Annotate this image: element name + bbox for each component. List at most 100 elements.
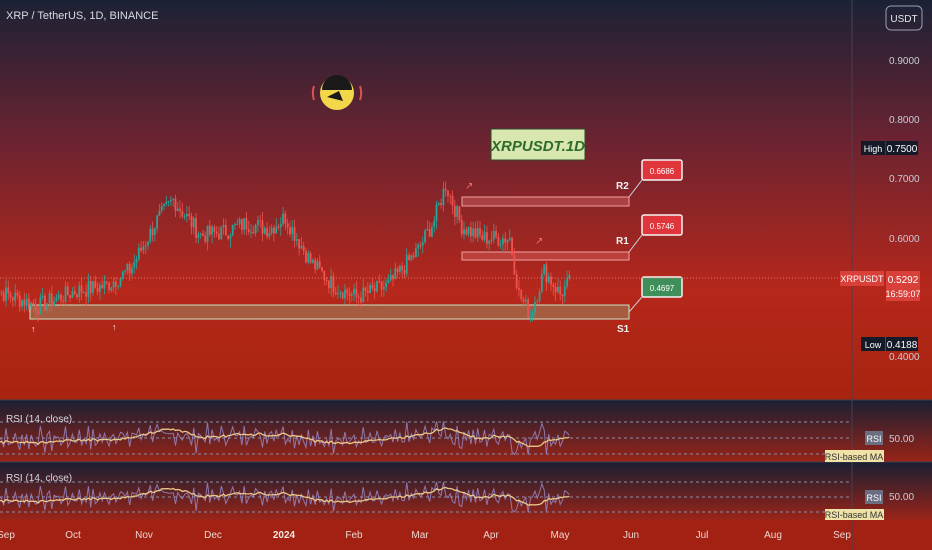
candle-body xyxy=(506,239,509,243)
candle-body xyxy=(82,292,85,294)
rsi-level: 50.00 xyxy=(889,492,914,503)
candle-body xyxy=(71,291,74,298)
candle-body xyxy=(369,284,372,293)
r2-zone[interactable] xyxy=(461,196,630,207)
candle-body xyxy=(481,234,484,240)
candle-body xyxy=(295,239,298,241)
candle-body xyxy=(53,301,55,307)
candle-body xyxy=(428,228,431,237)
high-tag-label: High xyxy=(864,144,883,154)
candle-body xyxy=(89,281,92,293)
candle-body xyxy=(243,218,246,230)
candle-body xyxy=(30,302,33,309)
candle-body xyxy=(137,247,140,260)
symbol-title: XRP / TetherUS, 1D, BINANCE xyxy=(6,10,158,22)
time-tick: May xyxy=(551,530,570,541)
candle-body xyxy=(515,274,518,288)
candle-body xyxy=(218,233,220,240)
candle-body xyxy=(144,245,147,247)
rsi-ma-badge: RSI-based MA xyxy=(825,510,884,520)
candle-body xyxy=(186,213,188,217)
candle-body xyxy=(346,289,349,294)
rsi-ma-badge-box xyxy=(825,509,884,520)
candle-body xyxy=(183,216,186,218)
candle-body xyxy=(547,276,550,283)
candle-body xyxy=(133,262,136,268)
candle-body xyxy=(158,210,161,216)
candle-body xyxy=(527,299,530,318)
candle-body xyxy=(238,219,241,224)
candle-body xyxy=(559,286,562,295)
r1-value-box[interactable] xyxy=(641,214,683,236)
rsi-title: RSI (14, close) xyxy=(6,414,72,425)
currency-button[interactable] xyxy=(885,5,923,31)
candle-body xyxy=(421,242,424,246)
candle-body xyxy=(268,233,271,237)
candle-body xyxy=(78,285,81,298)
symbol-label-text: XRPUSDT.1D xyxy=(490,138,585,155)
candle-body xyxy=(169,199,172,202)
candle-body xyxy=(451,196,454,206)
candle-body xyxy=(442,188,445,206)
candle-body xyxy=(437,203,440,205)
candle-body xyxy=(259,220,262,222)
rsi-badge-box xyxy=(865,490,883,504)
candle-body xyxy=(23,300,26,306)
candle-body xyxy=(556,286,559,293)
candle-body xyxy=(355,288,358,297)
candle-body xyxy=(69,295,72,298)
candle-body xyxy=(302,245,305,252)
candle-body xyxy=(270,227,273,234)
candle-body xyxy=(318,261,321,268)
candle-body xyxy=(325,280,328,282)
s1-label: S1 xyxy=(617,324,630,335)
candle-body xyxy=(220,227,223,240)
r2-value-box[interactable] xyxy=(641,159,683,181)
candle-body xyxy=(293,227,296,241)
candle-body xyxy=(181,210,184,217)
candle-body xyxy=(499,243,502,246)
candle-body xyxy=(543,264,546,274)
up-arrow-icon: ↑ xyxy=(112,322,117,332)
candle-body xyxy=(373,288,376,292)
candle-body xyxy=(92,281,94,293)
candle-body xyxy=(465,229,468,235)
r1-zone[interactable] xyxy=(461,251,630,261)
rsi-ma-badge-box xyxy=(825,450,884,462)
candle-body xyxy=(279,224,282,228)
candle-body xyxy=(176,208,179,211)
candle-body xyxy=(28,298,30,309)
candle-body xyxy=(563,286,566,297)
candle-body xyxy=(497,236,500,246)
candle-body xyxy=(534,302,536,313)
candle-body xyxy=(263,228,266,234)
candle-body xyxy=(518,287,520,290)
time-tick: Sep xyxy=(833,530,851,541)
candle-body xyxy=(330,276,333,289)
candle-body xyxy=(529,316,532,318)
candle-body xyxy=(286,223,289,228)
candle-body xyxy=(156,215,159,229)
candle-body xyxy=(453,205,456,217)
candle-body xyxy=(131,267,133,274)
candle-body xyxy=(364,287,367,291)
candle-body xyxy=(334,292,337,295)
candle-body xyxy=(190,216,193,228)
low-tag-label: Low xyxy=(865,340,882,350)
s1-value-box[interactable] xyxy=(641,276,683,298)
candle-body xyxy=(231,224,234,236)
high-tag-value: 0.7500 xyxy=(887,144,918,155)
price-tick: 0.7000 xyxy=(889,174,920,185)
candle-body xyxy=(415,248,417,258)
candle-body xyxy=(360,297,362,303)
candle-body xyxy=(96,287,99,292)
time-axis-bg xyxy=(0,520,932,550)
candle-body xyxy=(87,281,90,297)
candle-body xyxy=(234,224,236,226)
candle-body xyxy=(490,239,493,241)
candle-body xyxy=(405,255,408,274)
candle-body xyxy=(18,295,21,307)
candle-body xyxy=(566,278,568,287)
s1-zone[interactable] xyxy=(29,304,630,320)
